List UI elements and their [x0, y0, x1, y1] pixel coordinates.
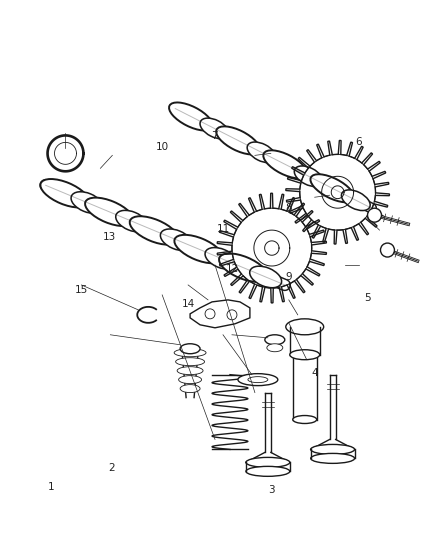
Ellipse shape [176, 358, 205, 366]
Ellipse shape [200, 118, 229, 139]
Ellipse shape [160, 229, 192, 251]
Ellipse shape [219, 254, 268, 282]
Ellipse shape [311, 174, 354, 202]
Ellipse shape [263, 150, 307, 179]
Ellipse shape [247, 142, 276, 163]
Text: 1: 1 [48, 482, 54, 492]
Ellipse shape [311, 445, 355, 455]
Ellipse shape [293, 416, 317, 424]
Ellipse shape [71, 192, 103, 213]
Ellipse shape [246, 466, 290, 477]
Text: 7: 7 [211, 131, 218, 141]
Ellipse shape [294, 166, 323, 187]
Ellipse shape [169, 102, 213, 131]
Text: 2: 2 [109, 463, 115, 473]
Ellipse shape [293, 351, 317, 359]
Ellipse shape [205, 248, 237, 269]
Text: 14: 14 [182, 298, 195, 309]
Ellipse shape [238, 374, 278, 385]
Ellipse shape [286, 319, 324, 335]
Circle shape [381, 243, 395, 257]
Ellipse shape [311, 454, 355, 463]
Ellipse shape [216, 126, 260, 155]
Text: 10: 10 [155, 142, 169, 152]
Ellipse shape [174, 349, 206, 357]
Text: 8: 8 [286, 203, 292, 213]
Ellipse shape [40, 179, 89, 207]
Text: 9: 9 [286, 272, 292, 282]
Text: 6: 6 [355, 136, 362, 147]
Ellipse shape [180, 344, 200, 354]
Ellipse shape [290, 350, 320, 360]
Ellipse shape [174, 235, 223, 263]
Text: 11: 11 [217, 224, 230, 235]
Ellipse shape [116, 211, 148, 232]
Ellipse shape [265, 335, 285, 345]
Ellipse shape [179, 376, 201, 384]
Ellipse shape [341, 190, 370, 211]
Ellipse shape [267, 344, 283, 352]
Text: 4: 4 [312, 368, 318, 378]
Ellipse shape [85, 198, 134, 226]
Text: 15: 15 [75, 285, 88, 295]
Circle shape [367, 208, 381, 222]
Ellipse shape [246, 457, 290, 467]
Text: 5: 5 [364, 293, 371, 303]
Text: 13: 13 [103, 232, 117, 243]
Text: 3: 3 [268, 484, 275, 495]
Ellipse shape [180, 385, 200, 393]
Text: 12: 12 [226, 264, 239, 274]
Ellipse shape [250, 266, 282, 288]
Ellipse shape [130, 216, 178, 245]
Ellipse shape [177, 367, 203, 375]
